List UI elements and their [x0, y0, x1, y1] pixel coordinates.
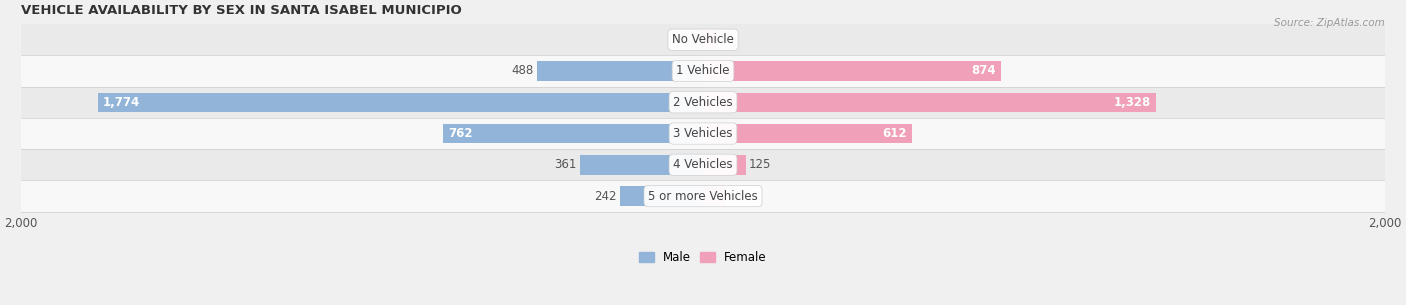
Text: 612: 612: [882, 127, 907, 140]
Text: 65: 65: [728, 190, 744, 203]
Bar: [703, 186, 725, 206]
Text: 1,328: 1,328: [1114, 96, 1152, 109]
Text: 125: 125: [749, 158, 772, 171]
Text: 1,774: 1,774: [103, 96, 141, 109]
Bar: [98, 92, 703, 112]
Bar: [21, 149, 1385, 181]
Text: 7: 7: [690, 33, 697, 46]
Text: 41: 41: [720, 33, 735, 46]
Bar: [21, 87, 1385, 118]
Bar: [21, 181, 1385, 212]
Bar: [700, 30, 703, 49]
Bar: [21, 55, 1385, 87]
Text: 874: 874: [972, 64, 995, 77]
Text: 762: 762: [449, 127, 472, 140]
Text: 2 Vehicles: 2 Vehicles: [673, 96, 733, 109]
Text: 488: 488: [510, 64, 533, 77]
Bar: [537, 61, 703, 81]
Bar: [443, 124, 703, 143]
Bar: [703, 155, 745, 174]
Text: 242: 242: [595, 190, 617, 203]
Bar: [21, 24, 1385, 55]
Bar: [703, 61, 1001, 81]
Bar: [620, 186, 703, 206]
Text: Source: ZipAtlas.com: Source: ZipAtlas.com: [1274, 18, 1385, 28]
Bar: [579, 155, 703, 174]
Text: 4 Vehicles: 4 Vehicles: [673, 158, 733, 171]
Text: No Vehicle: No Vehicle: [672, 33, 734, 46]
Text: 5 or more Vehicles: 5 or more Vehicles: [648, 190, 758, 203]
Legend: Male, Female: Male, Female: [634, 246, 772, 268]
Text: 361: 361: [554, 158, 576, 171]
Text: VEHICLE AVAILABILITY BY SEX IN SANTA ISABEL MUNICIPIO: VEHICLE AVAILABILITY BY SEX IN SANTA ISA…: [21, 4, 461, 17]
Bar: [703, 124, 911, 143]
Text: 3 Vehicles: 3 Vehicles: [673, 127, 733, 140]
Text: 1 Vehicle: 1 Vehicle: [676, 64, 730, 77]
Bar: [703, 30, 717, 49]
Bar: [703, 92, 1156, 112]
Bar: [21, 118, 1385, 149]
